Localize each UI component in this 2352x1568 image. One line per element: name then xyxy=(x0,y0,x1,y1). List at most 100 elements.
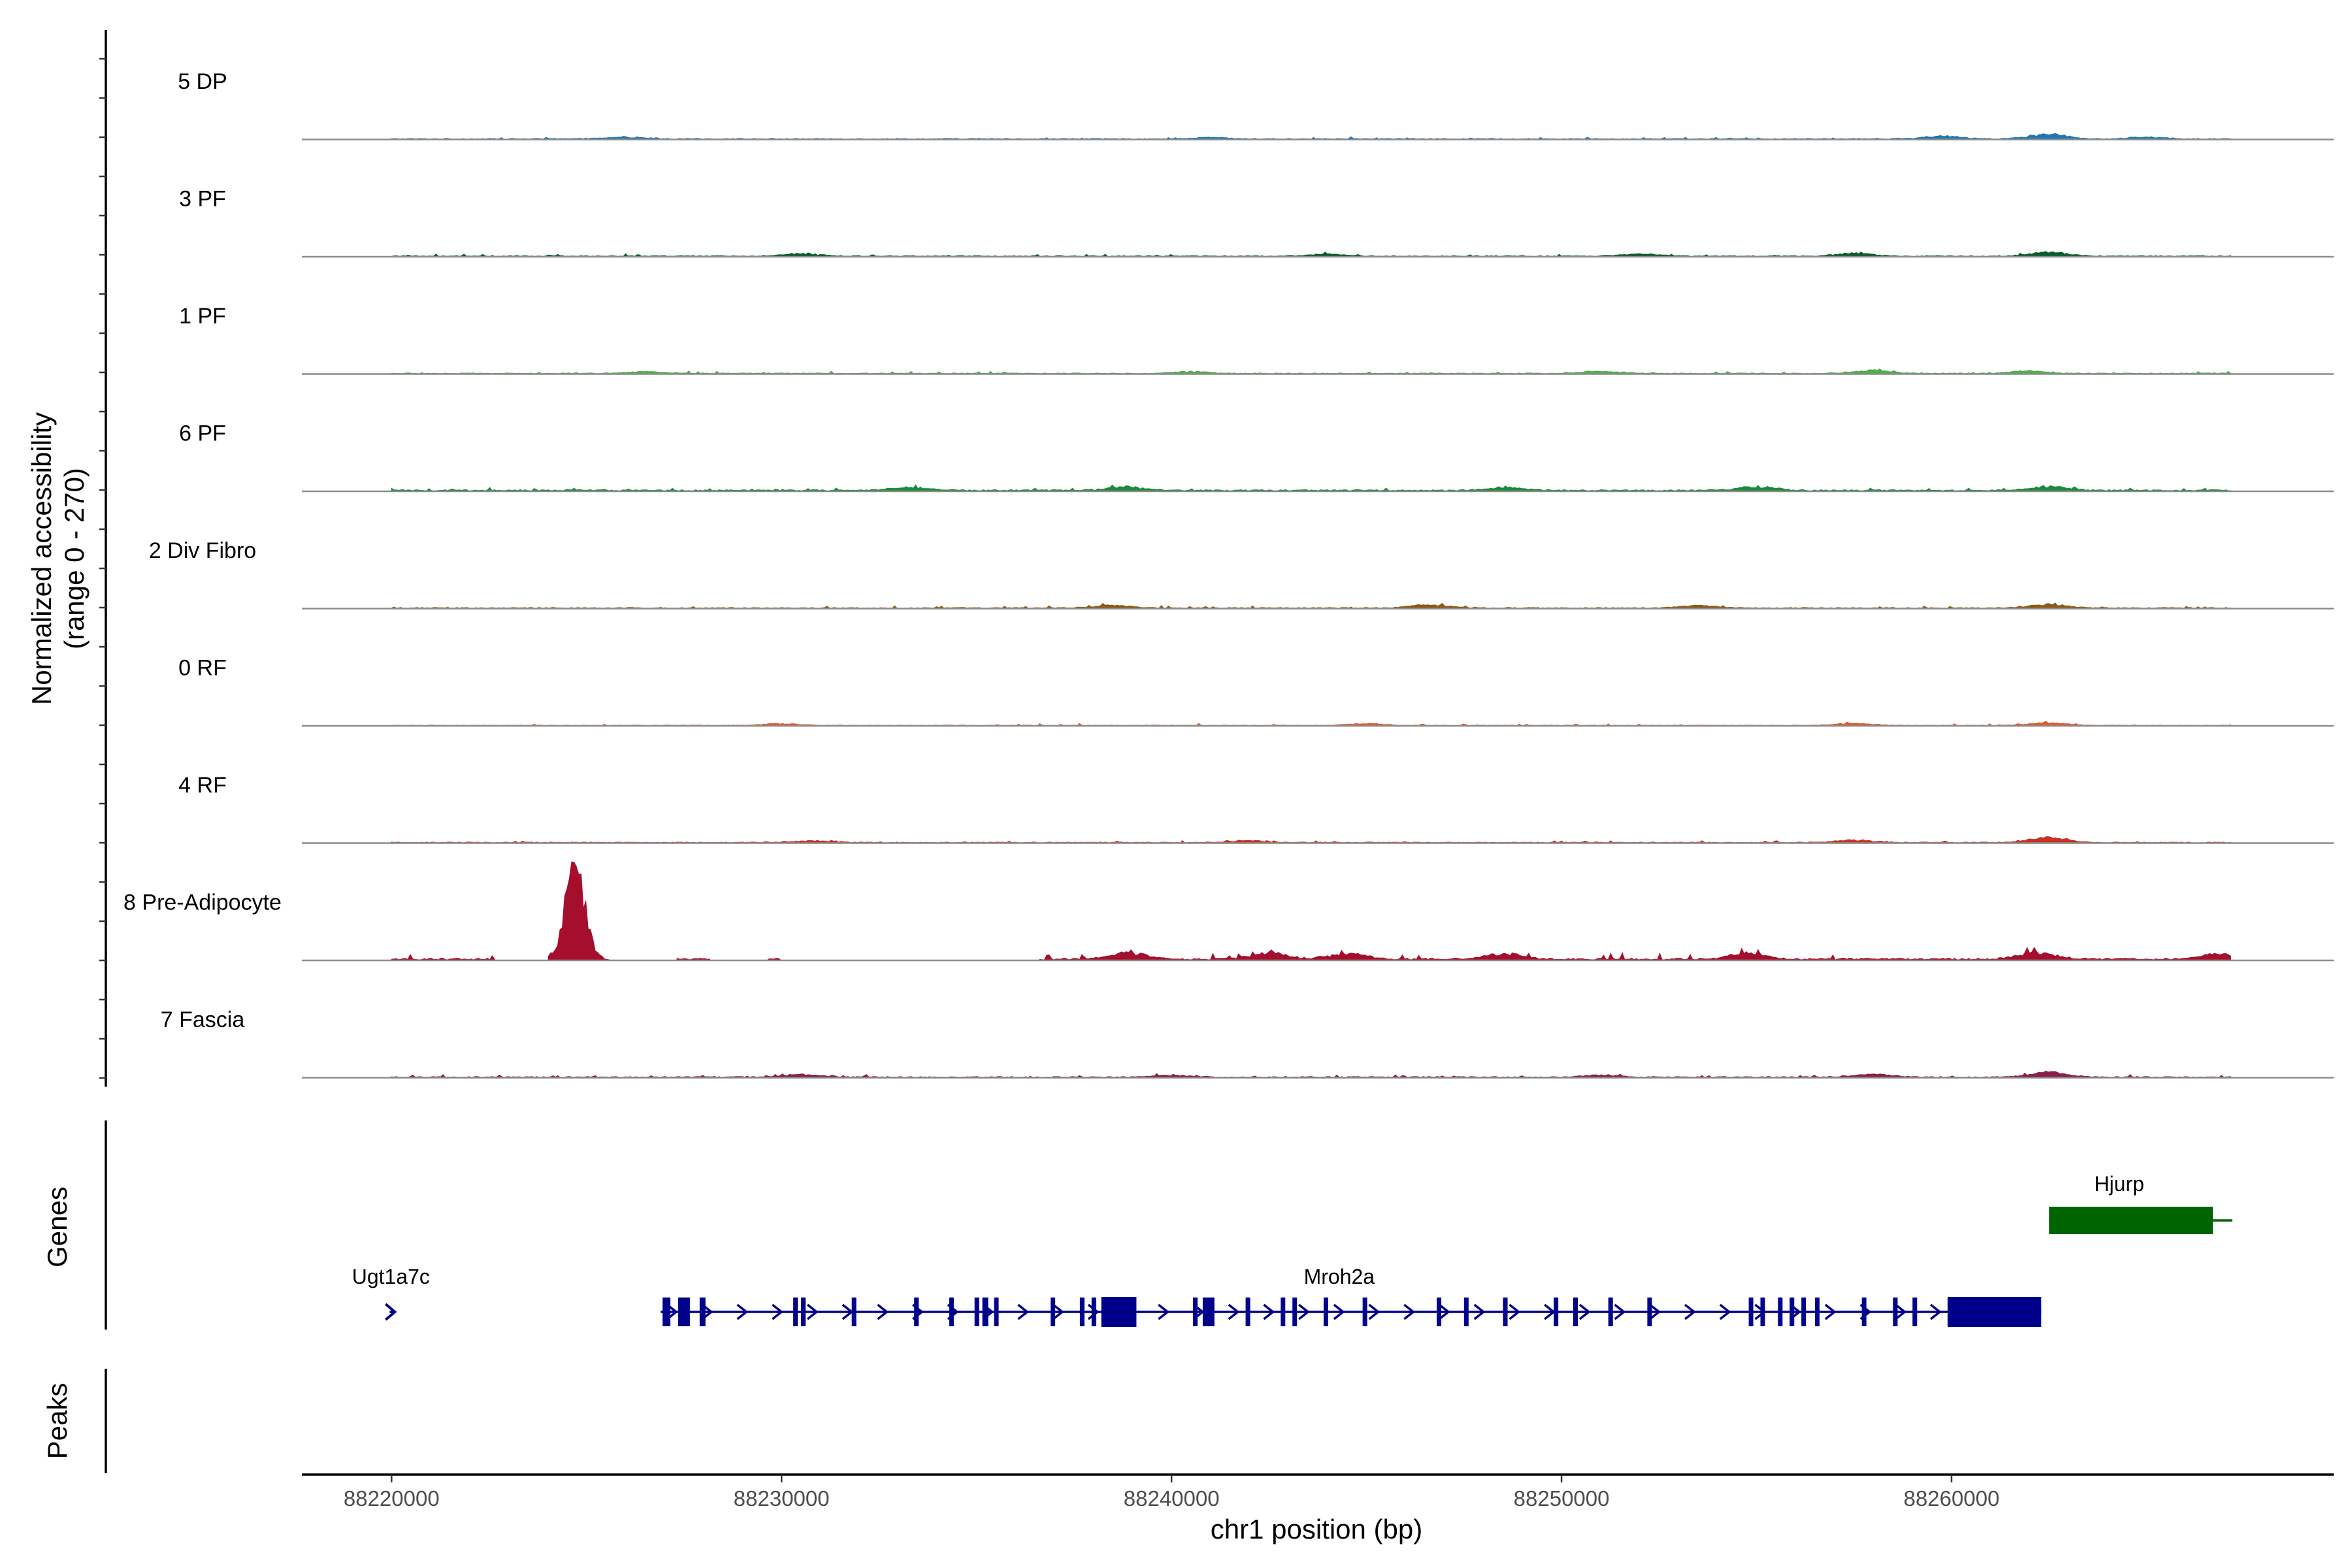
exon xyxy=(1554,1298,1559,1326)
x-tick-label: 88230000 xyxy=(734,1486,830,1511)
track-labels: 5 DP 3 PF 1 PF 6 PF 2 Div Fibro 0 RF 4 RF 8 Pre… xyxy=(123,69,282,1032)
track-label: 4 RF xyxy=(178,773,227,798)
gene-mroh2a: Mroh2a xyxy=(661,1265,2042,1327)
exon xyxy=(1079,1298,1085,1326)
track-label: 8 Pre-Adipocyte xyxy=(123,890,282,915)
exon xyxy=(1647,1298,1652,1326)
strand-arrow xyxy=(1368,1303,1380,1320)
strand-arrow xyxy=(1824,1303,1837,1320)
strand-arrow xyxy=(736,1303,749,1320)
exon xyxy=(982,1298,988,1326)
gene-ugt1a7c: Ugt1a7c xyxy=(352,1265,430,1321)
strand-arrow xyxy=(1614,1303,1626,1320)
strand-arrow xyxy=(1263,1303,1275,1320)
x-tick-label: 88220000 xyxy=(344,1486,440,1511)
gene-annotation-track: Ugt1a7c Mroh2a Hjurp xyxy=(352,1172,2232,1327)
strand-arrow xyxy=(1017,1303,1030,1320)
coverage-area-2-div-fibro xyxy=(391,602,2231,610)
coverage-area-5-dp xyxy=(391,133,2231,140)
strand-arrow xyxy=(1719,1303,1731,1320)
exon xyxy=(1051,1298,1056,1326)
exon xyxy=(1815,1298,1820,1326)
coverage-area-4-rf xyxy=(391,836,2231,844)
strand-arrow xyxy=(1509,1303,1521,1320)
exon xyxy=(1861,1298,1867,1326)
exon xyxy=(1748,1298,1754,1326)
exon xyxy=(1245,1298,1250,1326)
strand-arrow xyxy=(1438,1303,1450,1320)
track-label: 2 Div Fibro xyxy=(149,538,256,563)
strand-arrow xyxy=(1895,1303,1907,1320)
axes xyxy=(99,30,107,1473)
exon xyxy=(1292,1298,1298,1326)
exon xyxy=(1101,1297,1137,1327)
strand-arrow xyxy=(1403,1303,1416,1320)
exon xyxy=(801,1298,806,1326)
exon xyxy=(793,1298,798,1326)
exon xyxy=(1801,1298,1806,1326)
coverage-area-6-pf xyxy=(391,484,2231,492)
gene-hjurp: Hjurp xyxy=(2049,1172,2232,1234)
exon xyxy=(914,1298,919,1326)
x-tick-label: 88240000 xyxy=(1124,1486,1220,1511)
track-label: 0 RF xyxy=(178,656,227,681)
x-tick-label: 88250000 xyxy=(1514,1486,1610,1511)
exon xyxy=(1608,1298,1613,1326)
gene-label-hjurp: Hjurp xyxy=(2094,1172,2144,1196)
exon xyxy=(1948,1297,2042,1327)
gene-label-ugt1a7c: Ugt1a7c xyxy=(352,1265,430,1288)
exon xyxy=(949,1298,954,1326)
strand-arrow xyxy=(1578,1303,1591,1320)
exon xyxy=(1789,1298,1795,1326)
strand-arrow xyxy=(1930,1303,1942,1320)
y-axis-label-line2: (range 0 - 270) xyxy=(59,468,90,649)
strand-arrow xyxy=(1052,1303,1064,1320)
exon xyxy=(1503,1298,1508,1326)
strand-arrow xyxy=(1298,1303,1310,1320)
coverage-area-8-pre-adipocyte xyxy=(391,861,2231,961)
exon xyxy=(662,1298,671,1326)
exon xyxy=(1091,1298,1096,1326)
track-label: 5 DP xyxy=(178,69,227,94)
track-label: 1 PF xyxy=(179,304,226,329)
exon xyxy=(994,1298,999,1326)
coverage-tracks xyxy=(302,133,2334,1079)
x-axis: 88220000 88230000 88240000 88250000 88260000 xyxy=(302,1473,2334,1511)
exon xyxy=(1281,1298,1286,1326)
exon xyxy=(1893,1298,1898,1326)
exon xyxy=(851,1298,857,1326)
exon xyxy=(1463,1298,1469,1326)
exon xyxy=(1192,1298,1198,1326)
exon xyxy=(1760,1298,1765,1326)
peaks-panel-label: Peaks xyxy=(42,1383,73,1460)
exon xyxy=(2049,1207,2213,1234)
strand-arrow xyxy=(1649,1303,1661,1320)
strand-arrow xyxy=(1684,1303,1696,1320)
y-axis-label-line1: Normalized accessibility xyxy=(26,412,57,705)
gene-label-mroh2a: Mroh2a xyxy=(1304,1265,1375,1288)
strand-arrow xyxy=(806,1303,819,1320)
strand-arrow xyxy=(1158,1303,1170,1320)
strand-arrow xyxy=(1333,1303,1345,1320)
strand-arrow xyxy=(877,1303,889,1320)
strand-arrow xyxy=(1228,1303,1240,1320)
coverage-area-7-fascia xyxy=(391,1070,2231,1079)
track-label: 6 PF xyxy=(179,421,226,446)
strand-arrow xyxy=(1473,1303,1486,1320)
strand-arrow xyxy=(1087,1303,1100,1320)
exon xyxy=(1778,1298,1783,1326)
strand-arrow xyxy=(772,1303,784,1320)
exon xyxy=(683,1298,690,1326)
track-label: 3 PF xyxy=(179,187,226,212)
exon xyxy=(1323,1298,1328,1326)
exon xyxy=(1437,1298,1442,1326)
x-axis-label: chr1 position (bp) xyxy=(1211,1514,1423,1544)
track-label: 7 Fascia xyxy=(161,1007,245,1032)
exon xyxy=(1202,1298,1215,1326)
strand-arrow xyxy=(385,1303,397,1321)
exon xyxy=(1912,1298,1918,1326)
exon xyxy=(1573,1298,1578,1326)
genes-panel-label: Genes xyxy=(42,1186,73,1267)
exon xyxy=(678,1298,684,1326)
